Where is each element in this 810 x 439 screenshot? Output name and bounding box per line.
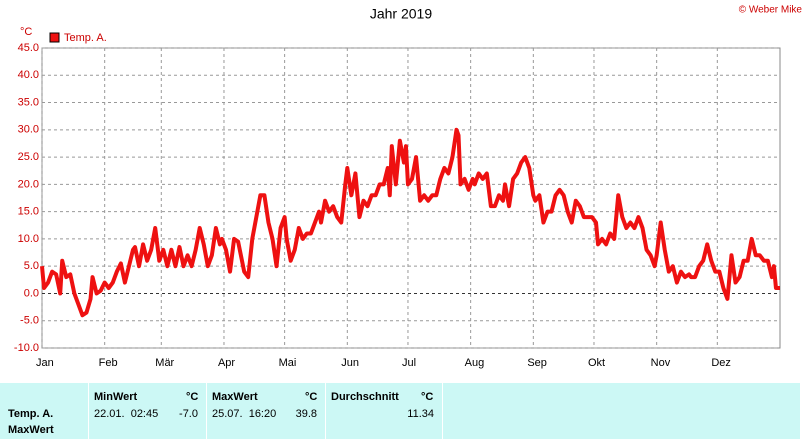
y-tick-label: 5.0 — [24, 260, 39, 272]
cell: 25.07. 16:20 — [212, 408, 277, 420]
cell: 11.34 — [407, 408, 434, 420]
x-tick-label: Aug — [465, 357, 485, 369]
y-unit: °C — [20, 26, 32, 38]
x-tick-label: Feb — [99, 357, 118, 369]
x-tick-label: Jan — [36, 357, 54, 369]
separator — [88, 383, 89, 439]
y-tick-label: 0.0 — [24, 287, 39, 299]
header: MaxWert — [212, 391, 258, 403]
separator — [206, 383, 207, 439]
cell: -7.0 — [179, 408, 198, 420]
row-label: Temp. A. — [8, 408, 54, 420]
separator — [442, 383, 443, 439]
x-tick-label: Okt — [588, 357, 605, 369]
y-tick-label: -10.0 — [14, 342, 39, 354]
y-tick-label: 10.0 — [18, 233, 39, 245]
credit: © Weber Mike — [739, 5, 803, 16]
legend-swatch — [49, 32, 60, 43]
x-tick-label: Sep — [527, 357, 547, 369]
y-tick-label: 30.0 — [18, 124, 39, 136]
cell: 39.8 — [295, 408, 317, 420]
y-tick-label: 15.0 — [18, 206, 39, 218]
y-tick-label: 35.0 — [18, 96, 39, 108]
y-tick-label: 20.0 — [18, 178, 39, 190]
x-tick-label: Dez — [711, 357, 731, 369]
chart: Jahr 2019 © Weber Mike °C Temp. A. -10.0… — [14, 5, 803, 369]
x-tick-label: Apr — [218, 357, 235, 369]
header-unit: °C — [421, 391, 434, 403]
header: MinWert — [94, 391, 138, 403]
x-tick-label: Jun — [341, 357, 359, 369]
x-tick-label: Nov — [651, 357, 671, 369]
cell: 22.01. 02:45 — [94, 408, 159, 420]
y-tick-label: 40.0 — [18, 69, 39, 81]
y-tick-label: 25.0 — [18, 151, 39, 163]
x-tick-label: Mär — [155, 357, 174, 369]
header-unit: °C — [305, 391, 318, 403]
line — [40, 127, 780, 318]
x-tick-label: Jul — [402, 357, 416, 369]
plot-area — [41, 47, 781, 349]
x-tick-label: Mai — [279, 357, 297, 369]
y-tick-label: -5.0 — [20, 315, 39, 327]
row-label: MaxWert — [8, 424, 54, 436]
legend-label: Temp. A. — [64, 32, 107, 44]
header: Durchschnitt — [331, 391, 399, 403]
header-unit: °C — [186, 391, 199, 403]
summary-table: MinWert °C MaxWert °C Durchschnitt °C Te… — [0, 383, 800, 439]
y-tick-label: 45.0 — [18, 42, 39, 54]
chart-title: Jahr 2019 — [370, 6, 432, 22]
separator — [325, 383, 326, 439]
